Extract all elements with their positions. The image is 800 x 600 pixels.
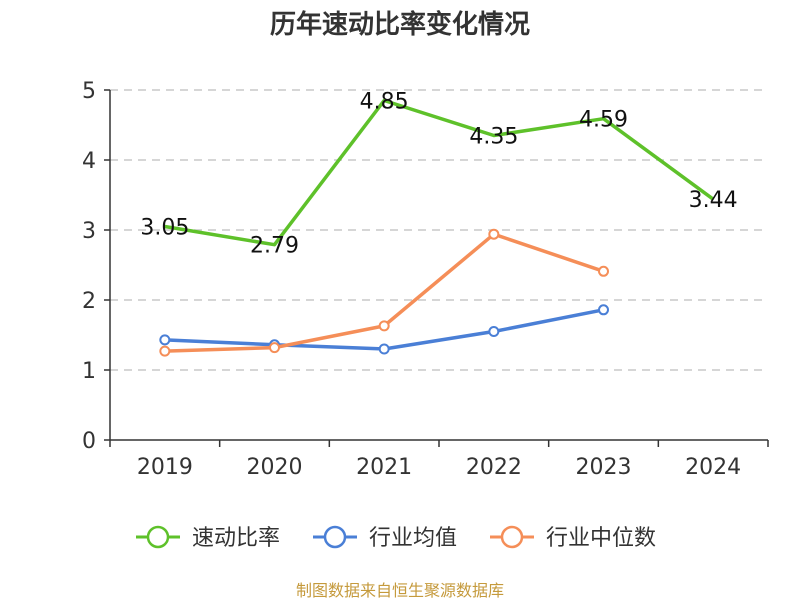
y-tick-label: 3 [82,219,96,244]
data-point [378,320,390,332]
x-tick-label: 2019 [137,455,193,480]
data-point [269,342,280,354]
legend-label: 速动比率 [192,526,280,551]
data-point [598,304,609,316]
gridlines [110,89,768,371]
legend-marker [323,525,347,549]
data-label: 4.59 [579,108,628,133]
y-tick-label: 4 [82,149,96,174]
x-tick-label: 2023 [576,455,632,480]
data-point [159,345,171,357]
data-point [488,326,500,337]
series-group [159,98,715,357]
legend-label: 行业均值 [369,526,457,551]
data-point [378,343,390,355]
series-line-0 [164,98,715,247]
legend: 速动比率 行业均值 行业中位数 [136,525,656,551]
legend-marker [500,525,524,549]
data-label: 3.44 [689,188,738,213]
series-line-2 [164,232,605,353]
data-point [488,228,500,240]
y-tick-label: 1 [82,359,96,384]
chart-title: 历年速动比率变化情况 [270,9,530,40]
y-tick-label: 2 [82,289,96,314]
x-tick-label: 2021 [356,455,412,480]
axes: 0 1 2 3 4 5 2019 2020 2021 2022 2023 2024 [82,79,769,480]
y-tick-label: 0 [82,429,96,454]
data-label: 4.85 [360,90,409,115]
data-point [159,334,171,346]
legend-label: 行业中位数 [546,526,656,551]
data-label: 2.79 [250,234,299,259]
y-tick-label: 5 [82,79,96,104]
data-label: 4.35 [469,125,518,150]
x-tick-label: 2022 [466,455,522,480]
data-point [598,265,609,277]
source-note: 制图数据来自恒生聚源数据库 [296,581,504,600]
legend-marker [146,525,170,549]
x-tick-label: 2020 [247,455,303,480]
data-labels: 3.05 2.79 4.85 4.35 4.59 3.44 [140,90,737,259]
x-tick-label: 2024 [685,455,741,480]
data-label: 3.05 [140,216,189,241]
